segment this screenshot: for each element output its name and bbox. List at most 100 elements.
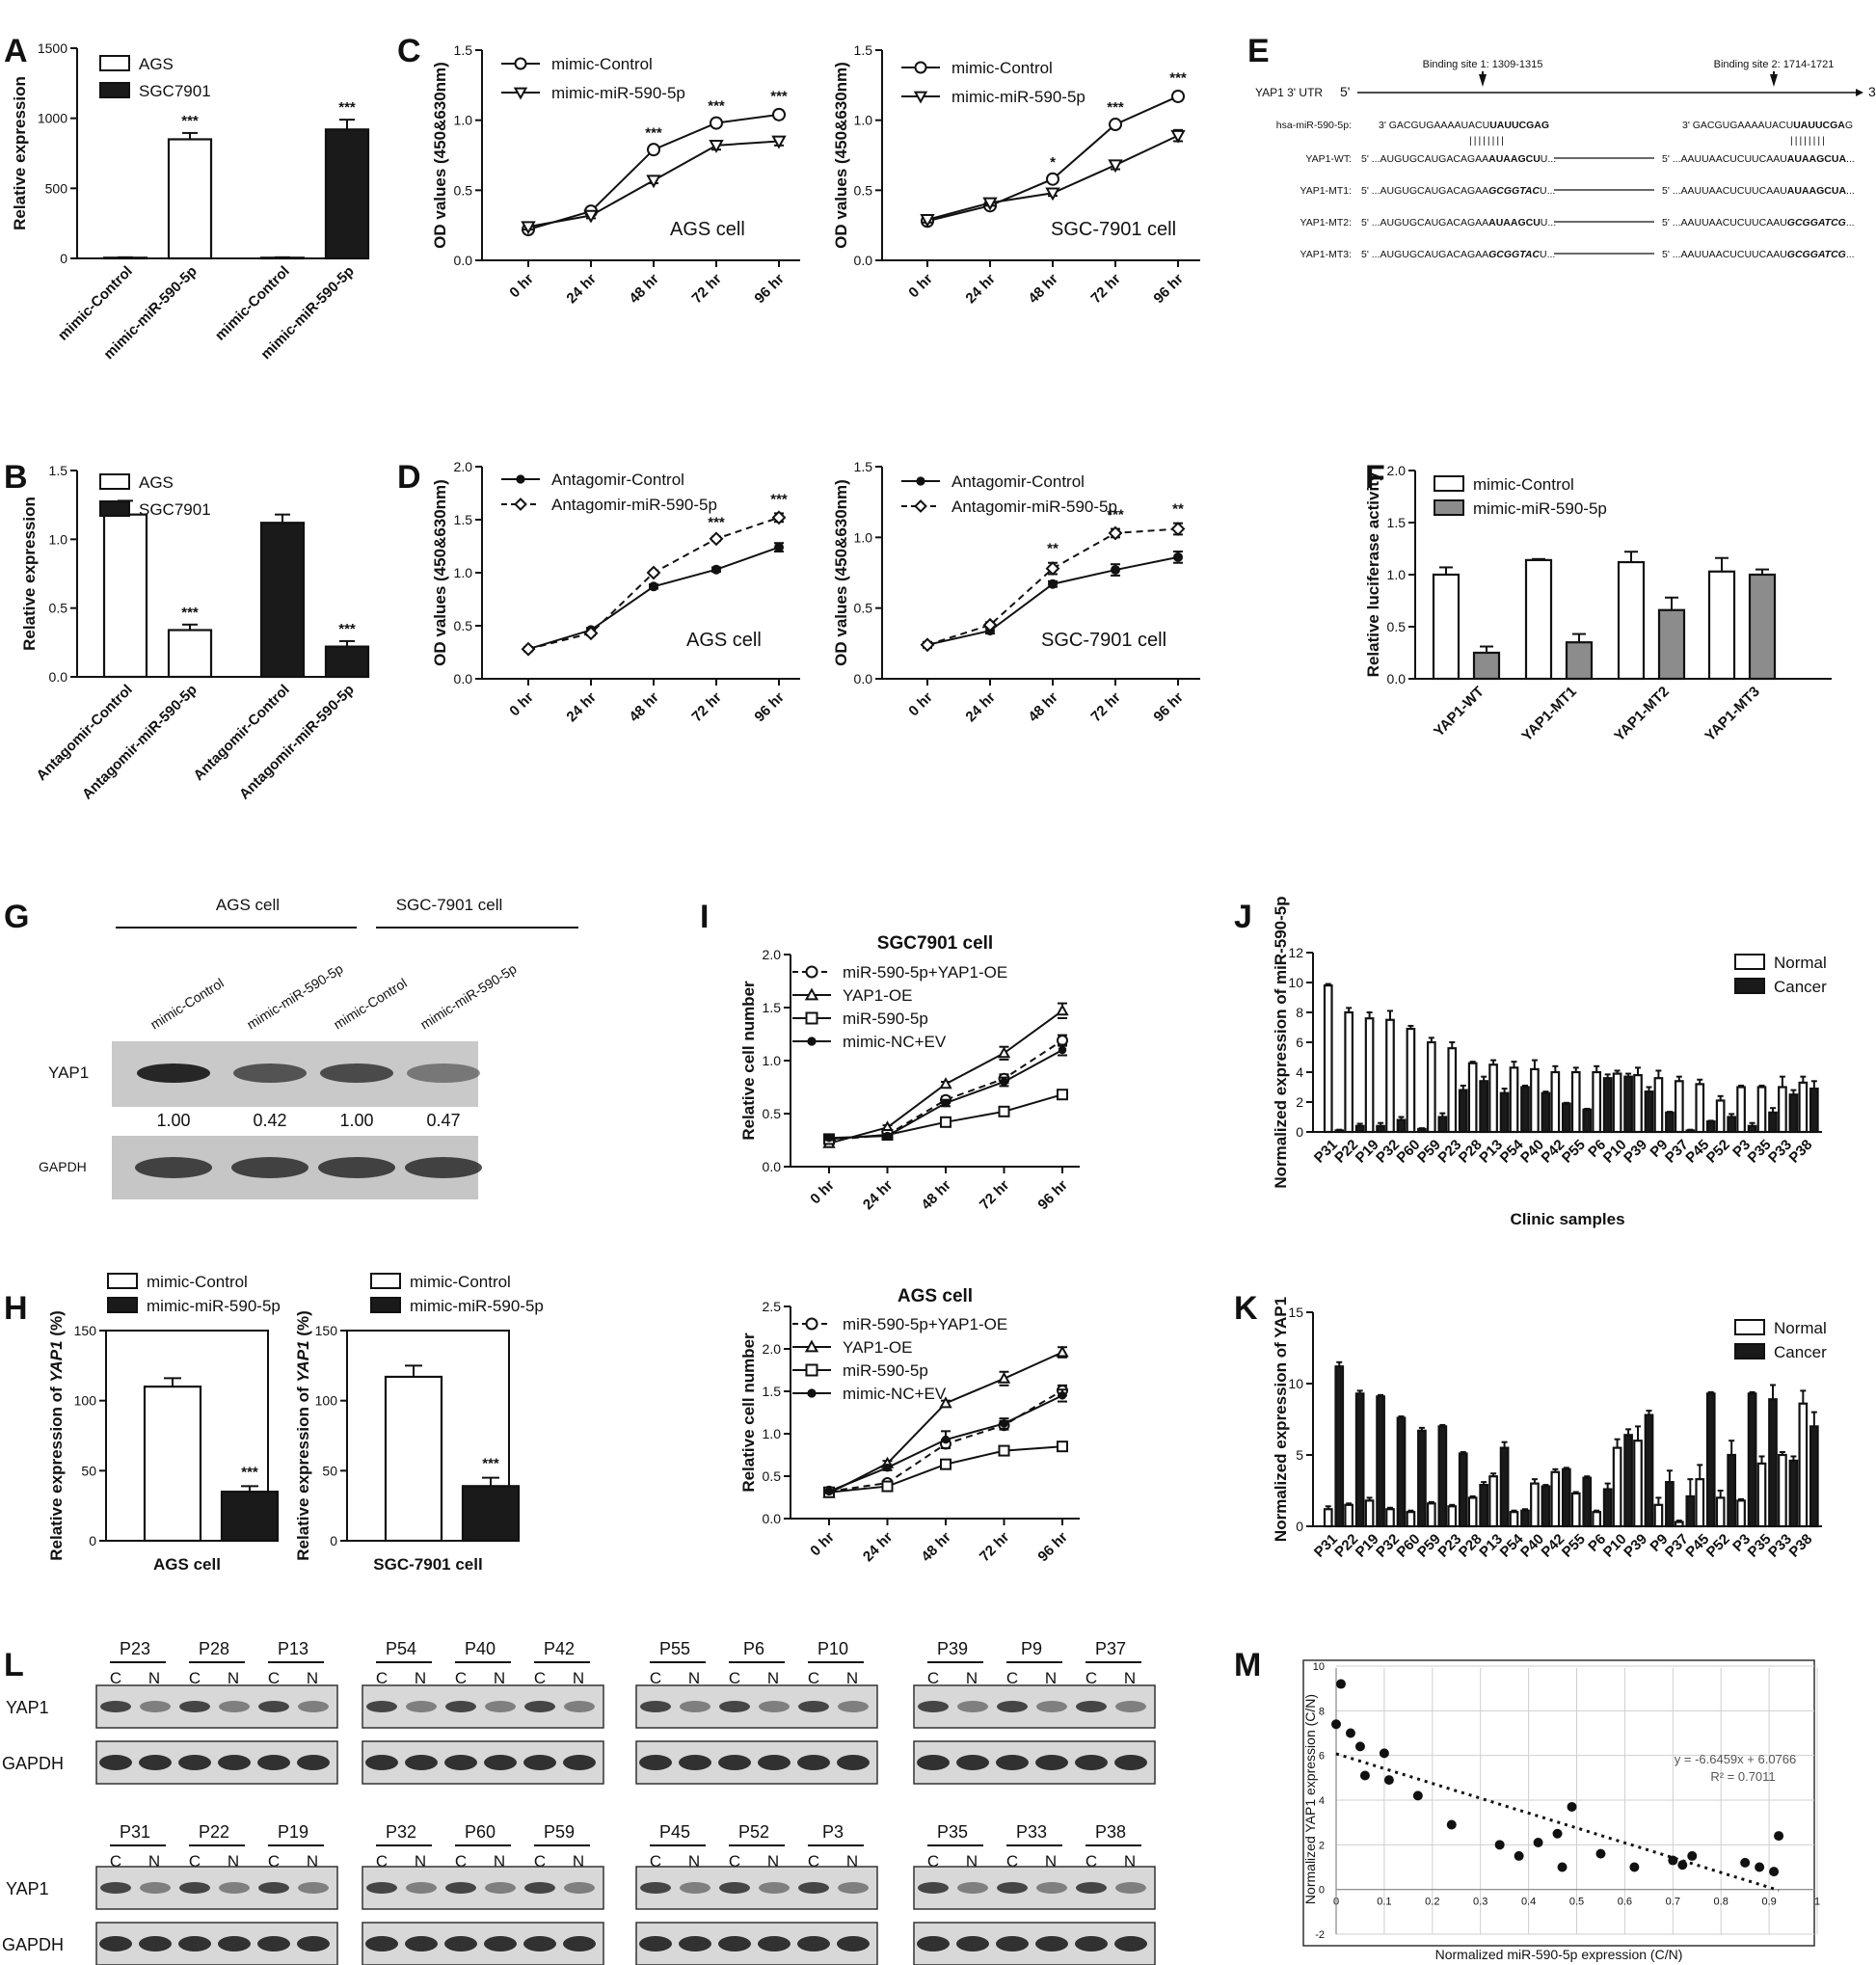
significance-stars: ***	[1169, 70, 1187, 87]
gapdh-band	[679, 1936, 711, 1952]
x-tick-label: 96 hr	[1150, 271, 1186, 307]
significance-stars: **	[1172, 501, 1184, 518]
bar	[1426, 1502, 1436, 1528]
legend-label: mimic-NC+EV	[843, 1033, 947, 1051]
bar	[220, 1491, 280, 1543]
bar	[324, 128, 370, 260]
legend-marker	[804, 987, 819, 1001]
x-tick-label: 72 hr	[688, 271, 724, 307]
bar	[1488, 1475, 1498, 1528]
y-axis-label: Relative expression	[20, 497, 39, 651]
bar	[1472, 651, 1501, 681]
lane-label: mimic-Control	[331, 975, 410, 1032]
lane-n-label: N	[1045, 1669, 1057, 1687]
patient-label: P37	[1095, 1639, 1126, 1658]
lane-c-label: C	[376, 1669, 388, 1687]
construct-site-2: 5' ...AAUUAACUCUUCAAUGCGGATCG...	[1662, 249, 1855, 260]
data-point	[998, 1105, 1010, 1117]
construct-site-1-part: 5' ...AUGUGCAUGACAGAA	[1361, 217, 1488, 229]
construct-label: YAP1-MT1:	[1300, 185, 1352, 197]
bar	[1657, 608, 1686, 681]
data-point	[1173, 552, 1183, 562]
gapdh-band	[365, 1936, 398, 1952]
gapdh-band	[718, 1755, 751, 1770]
x-tick-label: 0.3	[1473, 1897, 1487, 1908]
bar	[1570, 1492, 1581, 1528]
construct-site-1: 5' ...AUGUGCAUGACAGAAAUAAGCUU...	[1361, 153, 1556, 165]
y-axis-label: Relative expression of YAP1 (%)	[47, 1310, 66, 1561]
legend-swatch-mimic-control	[370, 1273, 401, 1289]
yap1-band	[918, 1882, 949, 1894]
y-tick-label: 0.5	[854, 601, 873, 616]
patient-label: P23	[120, 1639, 150, 1658]
x-tick-label: 48 hr	[1025, 271, 1060, 307]
yap1-band	[838, 1882, 869, 1894]
gapdh-band	[405, 1755, 438, 1770]
lane-c-label: C	[927, 1669, 939, 1687]
data-point	[1000, 1419, 1008, 1428]
bar	[1705, 1120, 1716, 1134]
yap1-band	[140, 1701, 171, 1712]
yap1-band	[918, 1701, 949, 1712]
construct-site-1-part: U...	[1540, 185, 1555, 197]
chart-I1: 0.0 0.5 1.0 1.5 2.0 0 hr 24 hr 48 hr 72 hr 96 hr R…	[739, 933, 1080, 1213]
lane-n-label: N	[415, 1669, 426, 1687]
yap1-band	[1036, 1882, 1067, 1894]
x-tick-label: YAP1-MT3	[1702, 684, 1763, 745]
y-tick-label: 1.5	[854, 42, 873, 58]
x-tick-label: 0 hr	[807, 1177, 838, 1208]
yap1-band	[1036, 1701, 1067, 1712]
bar	[1653, 1077, 1664, 1134]
bar	[1396, 1416, 1407, 1528]
legend-swatch-mimic-mir	[370, 1297, 401, 1313]
x-tick-label: 24 hr	[860, 1529, 896, 1565]
x-tick-label: YAP1-MT2	[1611, 684, 1673, 745]
x-tick-label: P52	[1703, 1137, 1733, 1167]
y-tick-label: 10	[1288, 975, 1303, 990]
bar	[1458, 1452, 1468, 1528]
yap1-band	[524, 1882, 555, 1894]
bar	[1499, 1091, 1510, 1134]
y-tick-label: 0.0	[854, 253, 873, 268]
lane-c-label: C	[455, 1669, 467, 1687]
y-tick-label: 12	[1288, 945, 1303, 960]
bar	[1756, 1462, 1767, 1528]
bar	[1447, 1505, 1458, 1528]
data-point	[1056, 1004, 1069, 1016]
bar	[1426, 1040, 1436, 1134]
data-point	[1170, 522, 1186, 536]
chart-B: 0.0 0.5 1.0 1.5 Relative expression Antagomir…	[20, 463, 370, 803]
bar	[1644, 1413, 1654, 1528]
bar	[1334, 1129, 1345, 1134]
legend-swatch-normal	[1734, 1319, 1765, 1335]
band-quantification: 0.42	[253, 1111, 286, 1130]
bar	[1530, 1482, 1540, 1528]
bar	[1509, 1511, 1519, 1528]
y-tick-label: 1.5	[49, 463, 68, 478]
y-tick-label: 1.5	[854, 459, 873, 474]
chart-H1: 0 50 100 150 *** AGS cell Relative expression …	[47, 1273, 281, 1574]
yap1-band	[997, 1701, 1028, 1712]
data-point	[1412, 1790, 1423, 1801]
mirna-label: hsa-miR-590-5p:	[1276, 120, 1352, 131]
y-tick-label: 0	[89, 1533, 96, 1548]
y-tick-label: 10	[1313, 1661, 1325, 1673]
bar	[1644, 1090, 1654, 1134]
data-point	[771, 510, 787, 525]
y-axis-label-part: Relative expression of	[47, 1383, 66, 1561]
legend-label: mimic-Control	[410, 1273, 511, 1291]
bar	[1385, 1508, 1395, 1528]
y-axis-label: OD values (450&630nm)	[832, 62, 850, 249]
gapdh-band	[523, 1755, 556, 1770]
legend-label: SGC7901	[139, 500, 211, 519]
x-tick-label: 24 hr	[563, 271, 599, 307]
data-point	[1533, 1838, 1543, 1848]
data-point	[1359, 1770, 1370, 1781]
bar	[1447, 1047, 1458, 1134]
bar	[1778, 1086, 1787, 1134]
data-point	[1514, 1850, 1524, 1861]
panel-letter-G: G	[4, 899, 29, 935]
yap1-band	[366, 1701, 397, 1712]
panel-letter-J: J	[1234, 899, 1252, 935]
legend-swatch-ags	[99, 473, 130, 490]
